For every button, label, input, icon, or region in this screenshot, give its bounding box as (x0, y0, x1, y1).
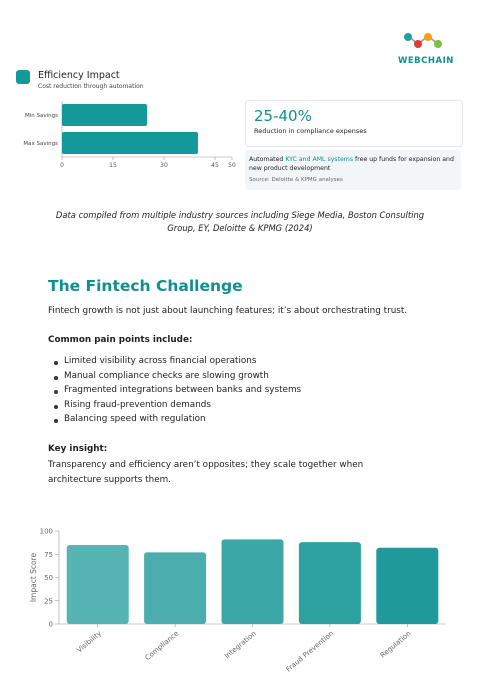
logo-icon (404, 33, 442, 48)
x-tick-label: 0 (60, 162, 64, 169)
y-tick-label: 100 (40, 528, 53, 536)
bar (66, 544, 129, 624)
bar (144, 552, 207, 624)
savings-chart: 0 15 30 45 50 Min Savings Max Savings (23, 101, 236, 169)
source: Source: Deloitte & KPMG analyses (249, 177, 343, 183)
list-heading: Common pain points include: (48, 335, 193, 345)
caption: Data compiled from multiple industry sou… (55, 210, 425, 233)
x-tick-label: Compliance (144, 629, 181, 662)
pain-points: Limited visibility across financial oper… (52, 356, 301, 429)
note-card: Automated KYC and AML systems free up fu… (245, 150, 461, 190)
stat-label: Reduction in compliance expenses (254, 127, 367, 135)
insight: Transparency and efficiency aren’t oppos… (48, 460, 364, 485)
list-item: Manual compliance checks are slowing gro… (52, 371, 301, 386)
y-axis-label: Impact Score (29, 552, 38, 602)
x-tick-label: Visibility (75, 629, 103, 654)
heading: The Fintech Challenge (48, 277, 243, 295)
bar (62, 104, 147, 126)
list-item: Limited visibility across financial oper… (52, 356, 301, 371)
bar (62, 132, 198, 154)
bar (298, 542, 361, 624)
x-tick-label: Fraud Prevention (285, 629, 336, 673)
x-tick-label: 50 (228, 162, 236, 169)
y-tick-label: 50 (44, 574, 53, 582)
note-highlight: KYC and AML systems (285, 156, 354, 163)
impact-chart: Impact Score 0 25 50 75 100 Visibility Complian… (29, 528, 446, 674)
note: Automated KYC and AML systems free up fu… (249, 155, 457, 173)
card-icon (16, 70, 30, 84)
x-tick-label: 30 (160, 162, 168, 169)
stat-card: 25-40% Reduction in compliance expenses (245, 100, 463, 147)
list-item: Rising fraud-prevention demands (52, 400, 301, 415)
y-tick-label: 25 (44, 597, 53, 605)
y-tick-label: Min Savings (25, 113, 58, 119)
logo-text: WEBCHAIN (398, 56, 454, 66)
y-tick-label: 75 (44, 551, 53, 559)
card-title: Efficiency Impact (38, 70, 120, 81)
x-tick-label: Integration (223, 629, 258, 660)
y-tick-label: Max Savings (23, 141, 58, 147)
intro: Fintech growth is not just about launchi… (48, 306, 408, 316)
list-item: Balancing speed with regulation (52, 414, 301, 429)
note-text: Automated (249, 156, 286, 163)
x-tick-label: Regulation (379, 629, 413, 659)
x-tick-label: 15 (109, 162, 117, 169)
bar (221, 539, 284, 624)
x-tick-label: 45 (211, 162, 219, 169)
card-subtitle: Cost reduction through automation (38, 83, 144, 90)
insight-heading: Key insight: (48, 444, 108, 454)
y-tick-label: 0 (49, 621, 53, 629)
stat-value: 25-40% (254, 107, 312, 125)
list-item: Fragmented integrations between banks an… (52, 385, 301, 400)
note-text: free up funds for expansion and new prod… (249, 156, 454, 172)
bar (376, 547, 439, 624)
